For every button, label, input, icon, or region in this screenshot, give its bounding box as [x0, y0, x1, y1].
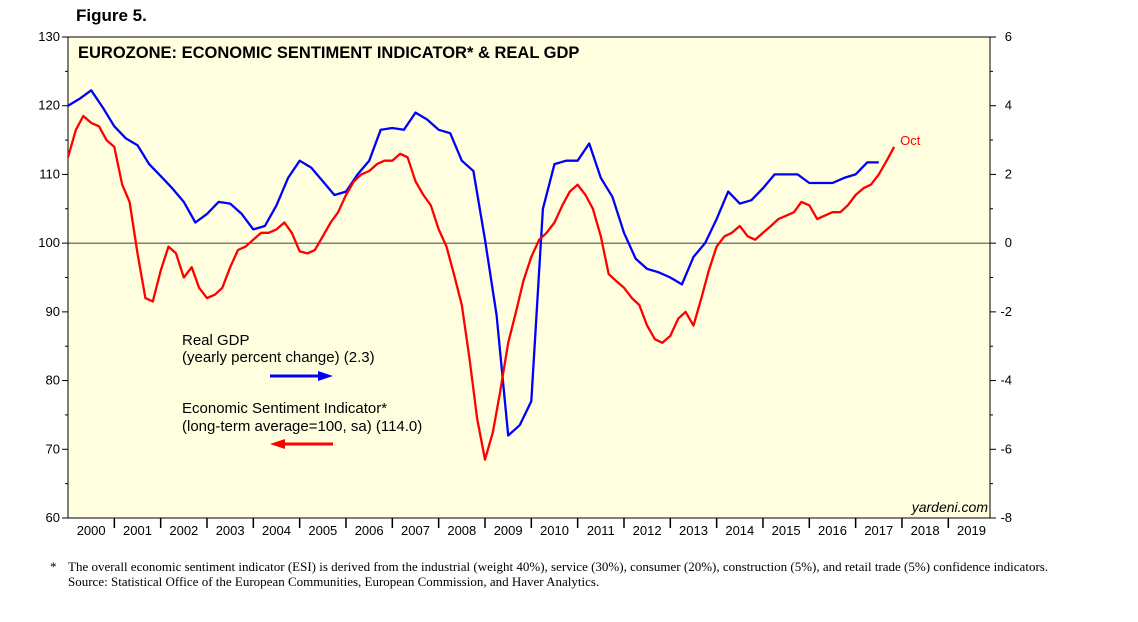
x-axis-tick-label: 2016: [818, 523, 847, 538]
left-axis-tick-label: 100: [38, 235, 60, 250]
x-axis-tick-label: 2007: [401, 523, 430, 538]
right-axis-tick-label: -8: [1000, 510, 1012, 525]
right-axis-tick-label: 2: [1005, 166, 1012, 181]
x-axis-tick-label: 2009: [494, 523, 523, 538]
x-axis-tick-label: 2014: [725, 523, 754, 538]
esi-end-label: Oct: [900, 133, 921, 148]
x-axis-tick-label: 2005: [308, 523, 337, 538]
x-axis-tick-label: 2019: [957, 523, 986, 538]
x-axis-tick-label: 2012: [633, 523, 662, 538]
x-axis-tick-label: 2003: [216, 523, 245, 538]
left-axis-tick-label: 130: [38, 29, 60, 44]
x-axis-tick-label: 2015: [772, 523, 801, 538]
footnote: * The overall economic sentiment indicat…: [50, 559, 1050, 589]
x-axis-tick-label: 2013: [679, 523, 708, 538]
x-axis-tick-label: 2010: [540, 523, 569, 538]
left-axis-tick-label: 90: [46, 304, 60, 319]
footnote-text: The overall economic sentiment indicator…: [68, 559, 1049, 574]
legend-gdp-name: Real GDP: [182, 332, 250, 349]
x-axis-tick-label: 2008: [447, 523, 476, 538]
left-axis-tick-label: 120: [38, 98, 60, 113]
watermark: yardeni.com: [911, 499, 989, 515]
left-axis-tick-label: 70: [46, 441, 60, 456]
footnote-source: Source: Statistical Office of the Europe…: [68, 574, 600, 589]
right-axis-tick-label: -4: [1000, 373, 1012, 388]
chart-title: EUROZONE: ECONOMIC SENTIMENT INDICATOR* …: [78, 44, 579, 62]
right-axis-tick-label: 0: [1005, 235, 1012, 250]
x-axis-tick-label: 2001: [123, 523, 152, 538]
x-axis-tick-label: 2006: [355, 523, 384, 538]
right-axis-tick-label: -2: [1000, 304, 1012, 319]
plot-area: [67, 36, 991, 519]
x-axis-tick-label: 2000: [77, 523, 106, 538]
figure-label: Figure 5.: [76, 6, 147, 25]
left-axis-tick-label: 110: [39, 166, 60, 181]
right-axis-tick-label: 6: [1005, 29, 1012, 44]
legend-esi-name: Economic Sentiment Indicator*: [182, 400, 387, 417]
legend-esi-arrowhead: [270, 439, 285, 449]
legend-gdp-arrowhead: [318, 371, 333, 381]
x-axis-tick-label: 2002: [169, 523, 198, 538]
legend-esi-sub: (long-term average=100, sa) (114.0): [182, 418, 422, 435]
legend-gdp-sub: (yearly percent change) (2.3): [182, 349, 375, 366]
footnote-marker: *: [50, 559, 57, 574]
left-axis-tick-label: 60: [46, 510, 60, 525]
x-axis-tick-label: 2004: [262, 523, 291, 538]
right-axis-tick-label: -6: [1000, 441, 1012, 456]
series-line-esi: [66, 114, 896, 461]
x-axis-tick-label: 2018: [911, 523, 940, 538]
left-axis-tick-label: 80: [46, 373, 60, 388]
right-axis-tick-label: 4: [1005, 98, 1012, 113]
x-axis-tick-label: 2011: [587, 523, 615, 538]
x-axis-tick-label: 2017: [864, 523, 893, 538]
series-line-real-gdp: [67, 89, 879, 437]
